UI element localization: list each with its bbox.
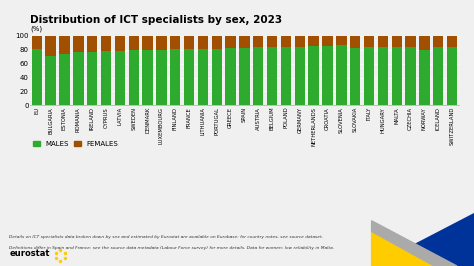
Bar: [447, 47, 457, 106]
Polygon shape: [372, 231, 434, 266]
Polygon shape: [372, 221, 457, 266]
Bar: [170, 49, 181, 106]
Bar: [405, 36, 416, 47]
Bar: [87, 36, 97, 52]
Bar: [281, 36, 291, 47]
Polygon shape: [372, 213, 474, 266]
Bar: [101, 51, 111, 106]
Bar: [322, 36, 333, 46]
Bar: [253, 47, 264, 106]
Bar: [211, 49, 222, 106]
Legend: MALES, FEMALES: MALES, FEMALES: [30, 138, 121, 150]
Bar: [46, 36, 56, 56]
Bar: [322, 46, 333, 106]
Bar: [364, 36, 374, 47]
Bar: [184, 49, 194, 106]
Bar: [184, 36, 194, 49]
Bar: [156, 36, 166, 49]
Bar: [419, 36, 429, 50]
Bar: [142, 36, 153, 49]
Text: Definitions differ in Spain and France: see the source data metadata (Labour For: Definitions differ in Spain and France: …: [9, 246, 335, 250]
Bar: [73, 36, 83, 52]
Bar: [378, 36, 388, 47]
Bar: [350, 48, 360, 106]
Bar: [211, 36, 222, 49]
Bar: [46, 56, 56, 106]
Bar: [281, 47, 291, 106]
Bar: [447, 36, 457, 47]
Bar: [336, 45, 346, 106]
Bar: [392, 36, 402, 47]
Bar: [73, 52, 83, 106]
Bar: [226, 48, 236, 106]
Bar: [433, 36, 444, 47]
Bar: [309, 46, 319, 106]
Bar: [419, 50, 429, 106]
Bar: [101, 36, 111, 51]
Text: Distribution of ICT specialists by sex, 2023: Distribution of ICT specialists by sex, …: [30, 15, 282, 25]
Bar: [115, 51, 125, 106]
Bar: [170, 36, 181, 49]
Bar: [226, 36, 236, 48]
Bar: [295, 36, 305, 47]
Bar: [142, 49, 153, 106]
Bar: [267, 36, 277, 47]
Bar: [433, 47, 444, 106]
Bar: [87, 52, 97, 106]
Bar: [198, 49, 208, 106]
Bar: [378, 47, 388, 106]
Bar: [405, 47, 416, 106]
Bar: [59, 54, 70, 106]
Text: (%): (%): [30, 26, 42, 32]
Bar: [267, 47, 277, 106]
Text: eurostat: eurostat: [9, 249, 50, 258]
Bar: [198, 36, 208, 49]
Bar: [115, 36, 125, 51]
Bar: [59, 36, 70, 54]
Bar: [32, 36, 42, 49]
Bar: [156, 49, 166, 106]
Bar: [364, 47, 374, 106]
Bar: [253, 36, 264, 47]
Text: Details on ICT specialists data broken down by sex and estimated by Eurostat are: Details on ICT specialists data broken d…: [9, 235, 324, 239]
Bar: [309, 36, 319, 46]
Bar: [239, 36, 250, 48]
Bar: [32, 49, 42, 106]
Bar: [336, 36, 346, 45]
Bar: [295, 47, 305, 106]
Bar: [239, 48, 250, 106]
Bar: [392, 47, 402, 106]
Bar: [350, 36, 360, 48]
Bar: [128, 49, 139, 106]
Bar: [128, 36, 139, 49]
